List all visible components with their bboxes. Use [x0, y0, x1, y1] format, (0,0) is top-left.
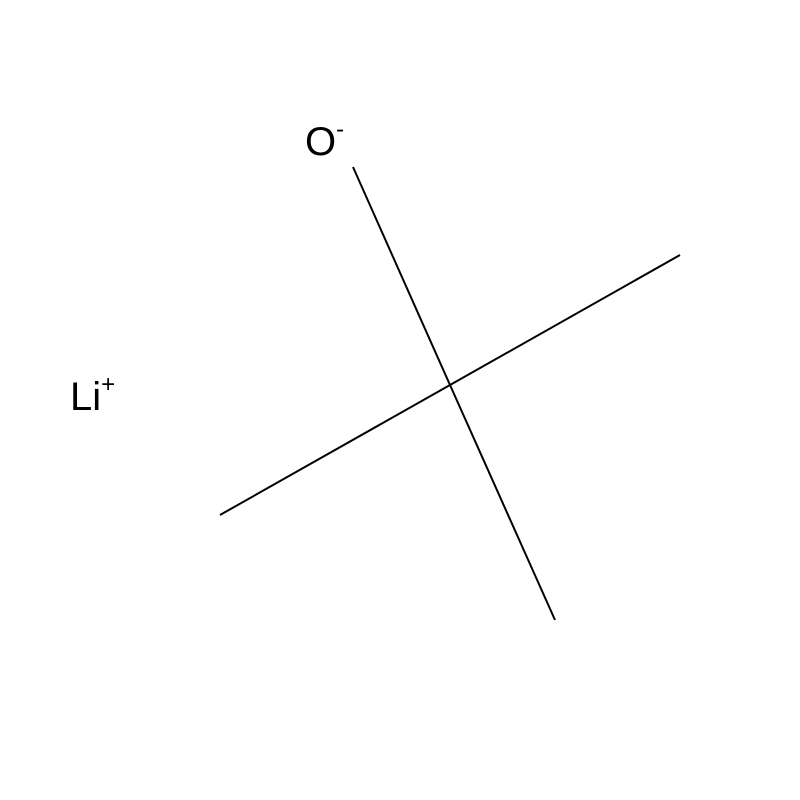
- lithium-label-base: Li: [70, 375, 101, 419]
- bond-c-m3: [450, 385, 555, 620]
- bonds-group: [220, 167, 680, 620]
- bond-c-m2: [220, 385, 450, 515]
- oxygen-label-charge: -: [336, 116, 344, 143]
- bond-o-c: [353, 167, 450, 385]
- labels-group: O- Li+: [70, 116, 344, 419]
- oxygen-label-base: O: [305, 120, 336, 164]
- lithium-label: Li+: [70, 371, 115, 419]
- lithium-label-charge: +: [101, 371, 115, 398]
- bond-c-m1: [450, 255, 680, 385]
- molecule-diagram: O- Li+: [0, 0, 800, 800]
- oxygen-label: O-: [305, 116, 344, 164]
